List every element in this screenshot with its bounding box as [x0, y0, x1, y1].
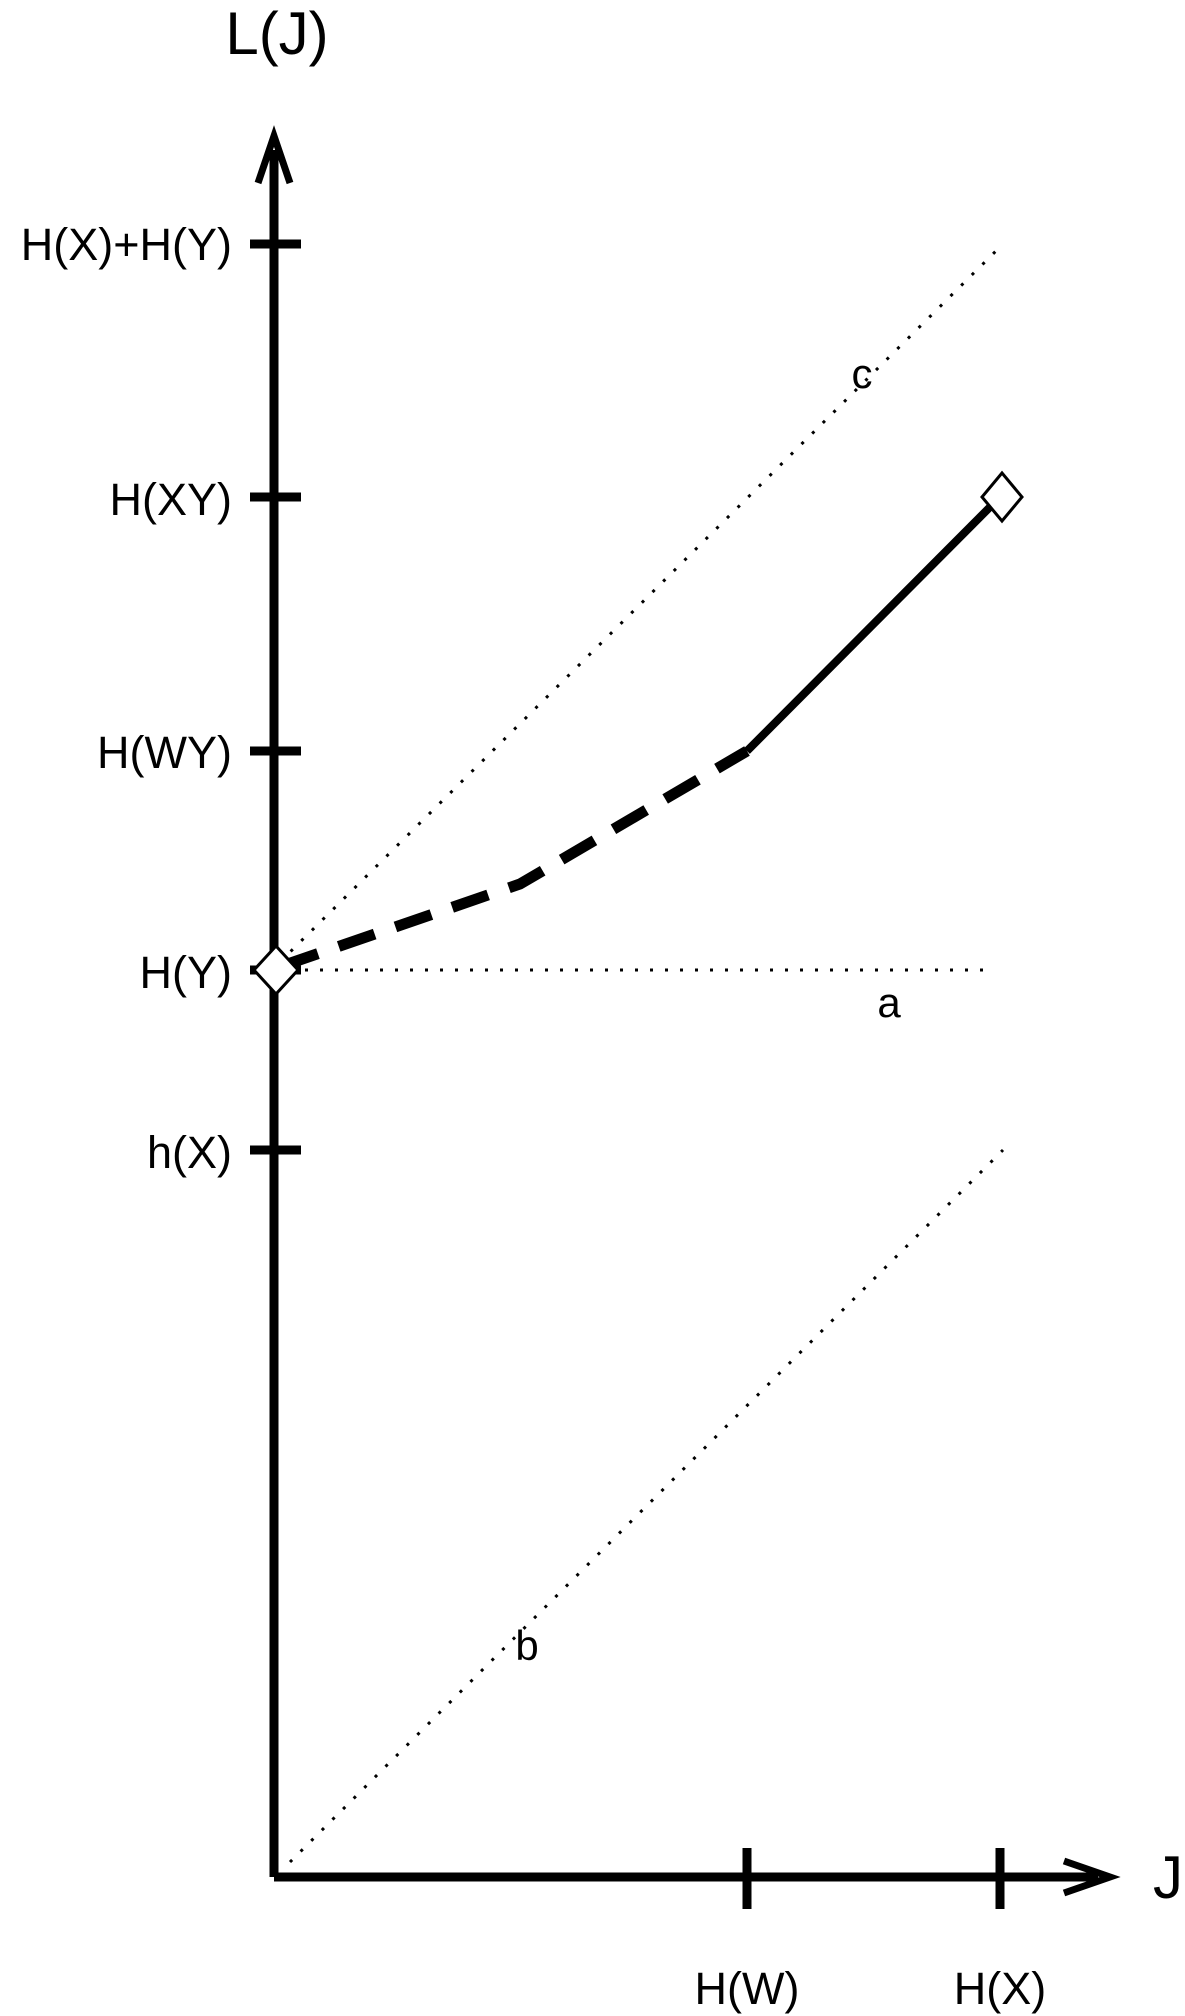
- x-tick-label-hw: H(W): [695, 1963, 800, 2014]
- reference-label-b: b: [515, 1622, 538, 1669]
- y-axis-arrowhead: [254, 125, 294, 185]
- diamond-marker-start: [251, 943, 301, 997]
- x-axis-title: J: [1153, 1844, 1183, 1911]
- x-tick-label-hx: H(X): [954, 1963, 1046, 2014]
- reference-label-a: a: [877, 979, 901, 1026]
- curve-solid-segment: [744, 494, 1003, 754]
- y-tick-label-hy: H(Y): [140, 947, 232, 998]
- y-tick-label-hx-plus-hy: H(X)+H(Y): [21, 219, 232, 270]
- curve-dashed-segment: [280, 746, 750, 972]
- y-axis-title: L(J): [225, 0, 328, 67]
- y-tick-label-hwy: H(WY): [97, 727, 232, 778]
- y-tick-label-hxy: H(XY): [110, 474, 233, 525]
- diamond-marker-end: [980, 470, 1024, 524]
- y-tick-label-hx-small: h(X): [147, 1127, 232, 1178]
- x-axis-arrowhead: [1062, 1857, 1121, 1897]
- reference-label-c: c: [852, 350, 873, 397]
- reference-line-b: [288, 1148, 1005, 1864]
